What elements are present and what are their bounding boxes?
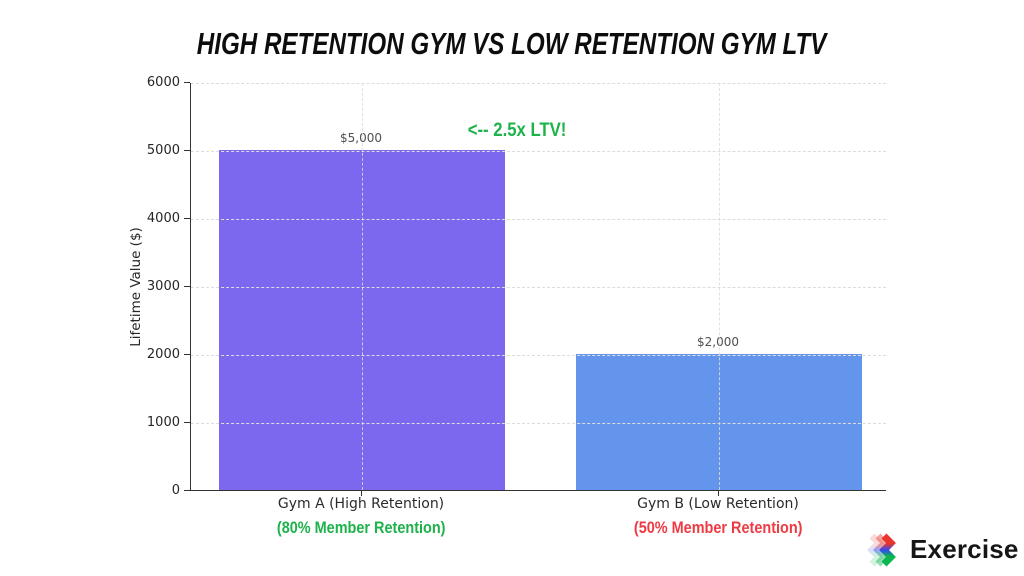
y-tick-mark [184, 422, 190, 423]
bar-value-label: $2,000 [697, 335, 739, 349]
x-tick-mark [718, 491, 719, 496]
y-tick-label: 5000 [146, 143, 180, 158]
y-tick-label: 6000 [146, 75, 180, 90]
bar-value-label: $5,000 [340, 131, 382, 145]
y-gridline [191, 219, 886, 220]
y-tick-label: 0 [171, 483, 180, 498]
x-gridline [362, 83, 363, 490]
y-tick-label: 3000 [146, 279, 180, 294]
exercise-logo-icon [864, 530, 902, 568]
retention-sublabel-gym-b: (50% Member Retention) [633, 518, 803, 537]
x-tick-mark [361, 491, 362, 496]
chart-title: HIGH RETENTION GYM VS LOW RETENTION GYM … [197, 26, 827, 61]
y-gridline [191, 423, 886, 424]
brand-logo-text: Exercise [910, 533, 1019, 564]
x-tick-label-gym-b: Gym B (Low Retention) [637, 496, 799, 512]
x-gridline [719, 83, 720, 490]
y-tick-mark [184, 82, 190, 83]
y-gridline [191, 83, 886, 84]
brand-logo: Exercise [864, 530, 1019, 568]
y-tick-mark [184, 150, 190, 151]
y-tick-label: 4000 [146, 211, 180, 226]
y-gridline [191, 287, 886, 288]
y-tick-mark [184, 490, 190, 491]
y-tick-mark [184, 286, 190, 287]
y-gridline [191, 151, 886, 152]
x-tick-label-gym-a: Gym A (High Retention) [277, 496, 445, 512]
y-tick-mark [184, 218, 190, 219]
plot-area [190, 83, 886, 491]
y-tick-label: 1000 [146, 415, 180, 430]
y-gridline [191, 355, 886, 356]
y-tick-label: 2000 [146, 347, 180, 362]
retention-sublabel-gym-a: (80% Member Retention) [276, 518, 446, 537]
ltv-annotation: <-- 2.5x LTV! [468, 120, 567, 141]
y-tick-mark [184, 354, 190, 355]
